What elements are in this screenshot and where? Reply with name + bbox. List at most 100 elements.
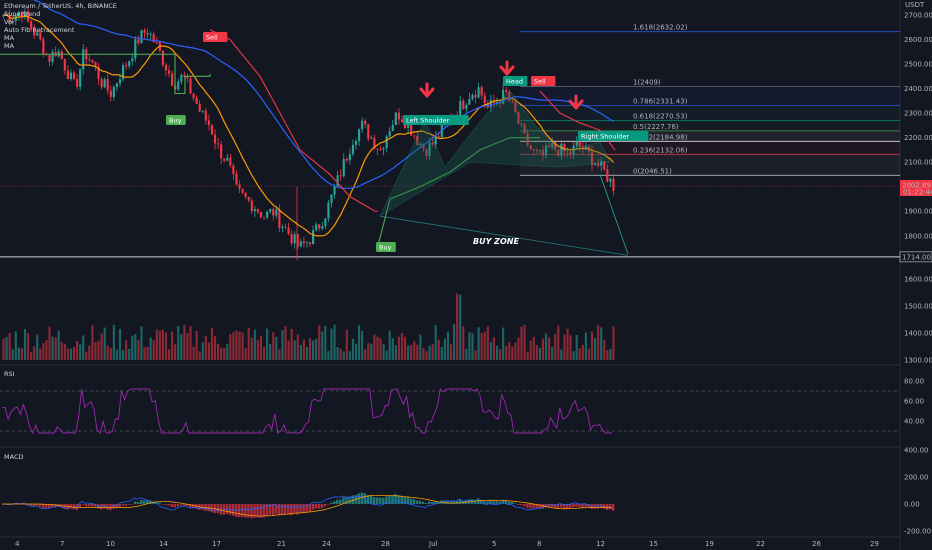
candle-body <box>333 186 336 195</box>
macd-histogram-bar <box>526 504 529 508</box>
candle-body <box>103 79 106 88</box>
macd-histogram-bar <box>388 495 391 504</box>
indicator-ma-1[interactable]: MA <box>4 34 15 42</box>
volume-bar <box>575 334 578 360</box>
macd-histogram-bar <box>192 504 195 509</box>
volume-bar <box>82 335 85 360</box>
macd-histogram-bar <box>127 504 131 505</box>
volume-bar <box>177 325 180 360</box>
candle-body <box>382 148 385 150</box>
volume-bar <box>603 339 606 360</box>
macd-histogram-bar <box>72 504 75 510</box>
candle-body <box>281 226 284 228</box>
macd-histogram-bar <box>418 500 422 504</box>
volume-bar <box>318 325 321 360</box>
volume-bar <box>419 334 422 360</box>
macd-histogram-bar <box>241 504 244 518</box>
fib-zone <box>520 86 900 106</box>
volume-bar <box>281 330 284 360</box>
volume-bar <box>250 337 253 360</box>
macd-histogram-bar <box>115 504 118 509</box>
candle-body <box>489 99 492 108</box>
fib-level-label: 0.5(2227.76) <box>633 123 679 131</box>
candle-body <box>315 224 318 231</box>
indicator-vol[interactable]: Vol <box>4 18 14 26</box>
candle-body <box>425 148 428 157</box>
macd-histogram-bar <box>504 500 508 504</box>
volume-bar <box>492 337 496 360</box>
volume-bar <box>453 324 456 360</box>
macd-histogram-bar <box>501 499 505 504</box>
indicator-autofib[interactable]: Auto Fib Retracement <box>4 26 75 34</box>
candle-body <box>465 104 468 109</box>
volume-bar <box>572 351 575 360</box>
macd-histogram-bar <box>446 500 449 504</box>
candle-body <box>299 241 302 247</box>
volume-bar <box>33 346 36 360</box>
macd-histogram-bar <box>244 504 247 518</box>
volume-bar <box>229 334 232 360</box>
macd-histogram-bar <box>351 495 354 504</box>
volume-bar <box>529 340 532 360</box>
macd-histogram-bar <box>271 504 275 516</box>
neckline-projection <box>379 215 629 256</box>
candle-body <box>597 163 600 166</box>
macd-histogram-bar <box>302 504 305 514</box>
candle-body <box>327 202 330 219</box>
fib-zone <box>520 154 900 176</box>
candle-body <box>400 119 404 123</box>
volume-bar <box>63 343 66 360</box>
candle-body <box>235 173 238 185</box>
macd-histogram-bar <box>550 504 554 508</box>
indicator-ma-2[interactable]: MA <box>4 42 15 50</box>
price-tick-label: 1800.00 <box>904 232 932 240</box>
volume-bar <box>5 337 8 360</box>
macd-histogram-bar <box>305 504 308 513</box>
volume-bar <box>449 344 453 360</box>
macd-histogram-bar <box>584 504 587 507</box>
candle-body <box>72 72 76 79</box>
macd-histogram-bar <box>320 504 324 508</box>
candle-body <box>121 65 125 80</box>
macd-histogram-bar <box>51 504 54 508</box>
macd-title: MACD <box>4 453 24 461</box>
time-tick-label: 12 <box>596 540 605 548</box>
candle-body <box>321 226 324 229</box>
volume-bar <box>465 348 468 360</box>
macd-histogram-bar <box>431 502 434 504</box>
volume-bar <box>149 337 152 360</box>
volume-bar <box>489 342 492 360</box>
volume-bar <box>143 347 146 360</box>
time-tick-label: 10 <box>106 540 115 548</box>
volume-bar <box>434 325 437 360</box>
macd-histogram-bar <box>44 504 48 508</box>
candle-body <box>11 21 14 23</box>
sell-signal: Sell <box>534 78 546 86</box>
volume-bar <box>290 328 293 360</box>
candle-body <box>266 211 269 218</box>
volume-bar <box>134 334 137 360</box>
macd-histogram-bar <box>121 504 124 506</box>
volume-bar <box>220 347 223 360</box>
candle-body <box>39 32 42 40</box>
volume-bar <box>370 343 373 360</box>
sell-signal-bg <box>203 32 228 42</box>
macd-histogram-bar <box>323 504 327 507</box>
macd-histogram-bar <box>363 493 367 504</box>
indicator-supertrend[interactable]: Supertrend <box>4 10 41 18</box>
macd-histogram-bar <box>345 497 348 504</box>
volume-bar <box>597 325 600 360</box>
volume-bar <box>201 342 204 360</box>
volume-bar <box>14 331 17 360</box>
volume-bar <box>152 340 155 360</box>
volume-bar <box>590 331 594 360</box>
volume-bar <box>106 345 109 360</box>
macd-histogram-bar <box>314 504 318 509</box>
candle-body <box>171 73 174 86</box>
sell-signal-bg <box>531 76 556 86</box>
macd-histogram-bar <box>81 504 85 505</box>
target-projection <box>599 174 629 255</box>
down-arrow-icon <box>419 82 435 98</box>
volume-bar <box>431 344 434 360</box>
